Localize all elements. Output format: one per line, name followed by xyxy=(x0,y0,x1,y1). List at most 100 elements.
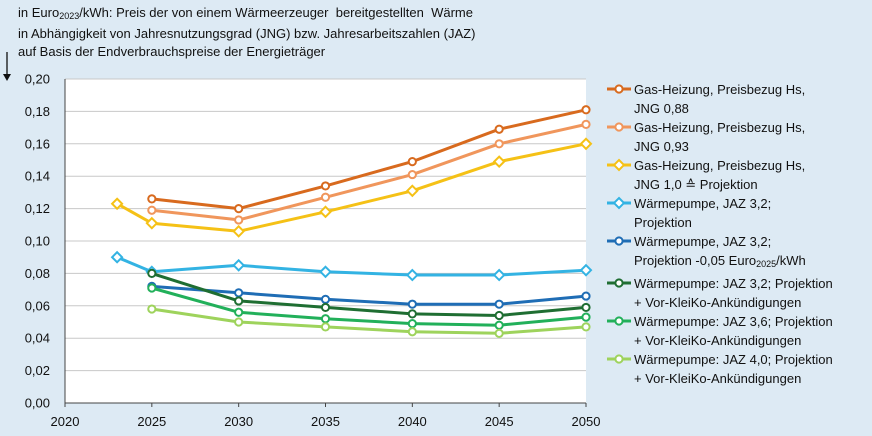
data-point xyxy=(110,197,124,211)
series-line-5 xyxy=(151,284,587,306)
legend-label: Wärmepumpe, JAZ 3,2; xyxy=(634,234,772,249)
data-point xyxy=(320,314,331,324)
data-point xyxy=(145,216,159,230)
legend-item-7: Wärmepumpe: JAZ 3,6; Projektion + Vor-Kle… xyxy=(606,312,868,350)
y-tick-label: 0,18 xyxy=(25,104,50,119)
data-point xyxy=(320,192,331,202)
legend-item-3: Gas-Heizung, Preisbezug Hs, JNG 1,0 ≙ Pro… xyxy=(606,156,868,194)
x-tick-label: 2035 xyxy=(311,414,340,429)
legend-item-1: Gas-Heizung, Preisbezug Hs, JNG 0,88 xyxy=(606,80,868,118)
legend-swatch-icon xyxy=(607,236,631,246)
legend-item-8: Wärmepumpe: JAZ 4,0; Projektion + Vor-Kle… xyxy=(606,350,868,388)
data-point xyxy=(319,205,332,219)
data-point xyxy=(494,139,504,149)
series-line-6 xyxy=(151,271,587,317)
legend-label: Wärmepumpe: JAZ 3,2; Projektion xyxy=(634,276,833,291)
legend-label: Gas-Heizung, Preisbezug Hs, xyxy=(634,82,806,97)
legend-label: Wärmepumpe: JAZ 3,6; Projektion xyxy=(634,314,833,329)
data-point xyxy=(234,288,244,298)
data-point xyxy=(407,169,417,180)
data-point xyxy=(147,268,157,278)
data-point xyxy=(320,294,331,304)
y-tick-label: 0,04 xyxy=(25,331,50,346)
legend-item-5: Wärmepumpe, JAZ 3,2; Projektion -0,05 Eur… xyxy=(606,232,868,274)
data-point xyxy=(492,268,506,282)
data-point xyxy=(232,258,246,272)
legend-swatch-icon xyxy=(607,158,631,172)
legend-swatch-icon xyxy=(607,354,631,364)
y-tick-label: 0,06 xyxy=(25,298,50,313)
data-point xyxy=(232,224,246,238)
data-point xyxy=(147,304,157,314)
data-point xyxy=(234,307,244,317)
y-tick-label: 0,02 xyxy=(25,363,50,378)
legend-label: Gas-Heizung, Preisbezug Hs, xyxy=(634,158,806,173)
data-point xyxy=(581,302,591,313)
legend-item-4: Wärmepumpe, JAZ 3,2; Projektion xyxy=(606,194,868,232)
data-point xyxy=(407,299,417,309)
x-tick-label: 2020 xyxy=(51,414,80,429)
title-line-1: in Euro2023/kWh: Preis der von einem Wär… xyxy=(18,5,473,21)
data-point xyxy=(494,320,504,330)
y-tick-label: 0,12 xyxy=(25,201,50,216)
data-point xyxy=(581,119,591,129)
y-tick-label: 0,14 xyxy=(25,169,50,184)
data-point xyxy=(320,302,331,313)
data-point xyxy=(407,157,417,167)
data-point xyxy=(320,322,331,332)
data-point xyxy=(234,215,244,225)
series-line-2 xyxy=(151,122,587,222)
legend-label: Projektion xyxy=(634,215,692,230)
data-point xyxy=(494,299,504,309)
data-point xyxy=(579,137,593,151)
legend-label: + Vor-KleiKo-Ankündigungen xyxy=(634,371,802,386)
axis-arrowhead-icon xyxy=(3,74,11,81)
legend-swatch-icon xyxy=(607,196,631,210)
series-line-8 xyxy=(151,307,587,335)
legend-label: Wärmepumpe: JAZ 4,0; Projektion xyxy=(634,352,833,367)
x-tick-label: 2025 xyxy=(137,414,166,429)
legend-label: Projektion -0,05 Euro2025/kWh xyxy=(634,253,806,269)
chart-title: in Euro2023/kWh: Preis der von einem Wär… xyxy=(18,4,475,61)
legend-item-6: Wärmepumpe: JAZ 3,2; Projektion + Vor-Kle… xyxy=(606,274,868,312)
x-tick-label: 2045 xyxy=(485,414,514,429)
title-line-3: auf Basis der Endverbrauchspreise der En… xyxy=(18,44,326,59)
data-point xyxy=(581,322,591,332)
data-point xyxy=(407,327,417,337)
data-point xyxy=(581,291,591,301)
legend-label: JNG 0,88 xyxy=(634,101,689,116)
y-tick-label: 0,16 xyxy=(25,136,50,151)
data-point xyxy=(494,328,504,338)
data-point xyxy=(494,124,504,134)
chart-legend: Gas-Heizung, Preisbezug Hs, JNG 0,88 Gas-H… xyxy=(606,80,868,388)
y-tick-label: 0,08 xyxy=(25,266,50,281)
data-point xyxy=(147,283,157,293)
data-point xyxy=(405,184,419,198)
data-point xyxy=(234,317,244,327)
data-point xyxy=(492,155,506,169)
y-tick-label: 0,00 xyxy=(25,396,50,411)
legend-label: + Vor-KleiKo-Ankündigungen xyxy=(634,295,802,310)
y-tick-label: 0,20 xyxy=(25,72,50,87)
data-point xyxy=(110,250,124,264)
data-point xyxy=(405,268,419,282)
y-tick-label: 0,10 xyxy=(25,234,50,249)
legend-label: Wärmepumpe, JAZ 3,2; xyxy=(634,196,772,211)
data-point xyxy=(234,296,244,306)
legend-label: Gas-Heizung, Preisbezug Hs, xyxy=(634,120,806,135)
data-point xyxy=(581,312,591,322)
series-line-7 xyxy=(151,286,587,327)
x-tick-label: 2030 xyxy=(224,414,253,429)
x-tick-label: 2040 xyxy=(398,414,427,429)
data-point xyxy=(579,263,593,277)
legend-swatch-icon xyxy=(607,122,631,132)
data-point xyxy=(320,181,331,191)
data-point xyxy=(407,319,417,329)
data-point xyxy=(581,105,591,115)
legend-label: + Vor-KleiKo-Ankündigungen xyxy=(634,333,802,348)
data-point xyxy=(319,265,332,279)
data-point xyxy=(494,310,504,321)
title-line-2: in Abhängigkeit von Jahresnutzungsgrad (… xyxy=(18,26,476,41)
legend-swatch-icon xyxy=(607,84,631,94)
legend-swatch-icon xyxy=(607,316,631,326)
